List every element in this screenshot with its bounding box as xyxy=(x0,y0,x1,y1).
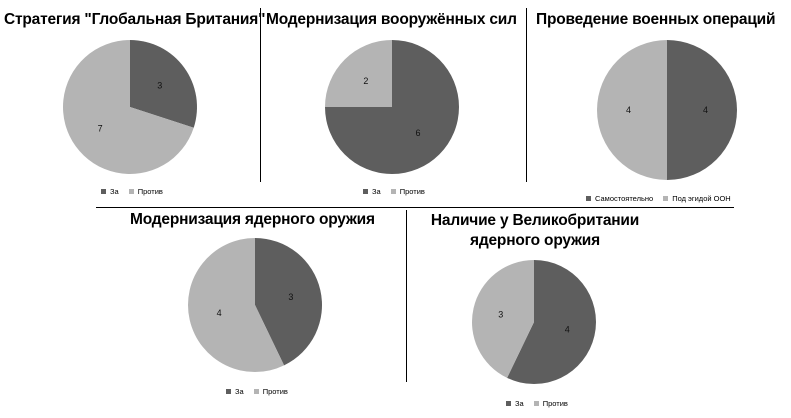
legend-label: Против xyxy=(262,387,288,396)
legend-item: Самостоятельно xyxy=(586,194,653,203)
pie-data-label: 7 xyxy=(98,124,103,134)
pie-data-label: 4 xyxy=(217,308,222,318)
pie-chart: 43 xyxy=(472,260,596,384)
pie-slice-second xyxy=(325,40,392,107)
chart-title: Наличие у Великобритании ядерного оружия xyxy=(420,211,650,251)
pie-data-label: 3 xyxy=(288,292,293,302)
legend-swatch-light xyxy=(533,401,539,406)
legend-label: За xyxy=(515,399,524,408)
legend-swatch-light xyxy=(663,196,669,201)
legend: За Против xyxy=(101,187,163,196)
legend-swatch-light xyxy=(253,389,259,394)
legend-item: Против xyxy=(390,187,425,196)
divider-vertical-2 xyxy=(526,8,527,182)
legend-label: Самостоятельно xyxy=(595,194,654,203)
pie-slice-second xyxy=(472,260,534,378)
pie-chart: 44 xyxy=(597,40,737,180)
chart-title-line: ядерного оружия xyxy=(470,232,600,249)
legend-label: За xyxy=(235,387,244,396)
pie-slice-first xyxy=(130,40,197,128)
pie-slice-first xyxy=(255,238,322,366)
legend-item: Против xyxy=(128,187,163,196)
pie-chart: 34 xyxy=(187,238,322,372)
legend-label: Против xyxy=(399,187,425,196)
legend-swatch-dark xyxy=(586,196,591,201)
legend-item: Под эгидой ООН xyxy=(663,194,731,203)
legend-label: Против xyxy=(137,187,163,196)
pie-data-label: 4 xyxy=(565,325,570,335)
legend-item: Против xyxy=(533,399,568,408)
divider-horizontal xyxy=(96,207,734,208)
chart-title: Стратегия "Глобальная Британия" xyxy=(4,11,266,28)
pie-chart: 37 xyxy=(62,40,197,174)
legend-label: За xyxy=(110,187,119,196)
legend-label: За xyxy=(372,187,381,196)
legend: За Против xyxy=(506,399,568,408)
chart-title: Модернизация ядерного оружия xyxy=(130,211,375,228)
legend-item: Против xyxy=(253,387,288,396)
pie-data-label: 3 xyxy=(157,80,162,90)
pie-data-label: 2 xyxy=(363,76,368,86)
legend: Самостоятельно Под эгидой ООН xyxy=(586,194,731,203)
legend-swatch-light xyxy=(128,189,134,194)
chart-title: Проведение военных операций xyxy=(536,11,776,28)
legend-item: За xyxy=(363,187,381,196)
divider-vertical-3 xyxy=(406,210,407,382)
pie-slice-second xyxy=(187,238,285,372)
divider-vertical-1 xyxy=(260,8,261,182)
legend-label: Против xyxy=(542,399,568,408)
pie-data-label: 4 xyxy=(703,105,708,115)
legend: За Против xyxy=(363,187,425,196)
chart-title: Модернизация вооружённых сил xyxy=(266,11,517,28)
legend-swatch-dark xyxy=(506,401,511,406)
pie-data-label: 3 xyxy=(498,309,503,319)
pie-data-label: 4 xyxy=(626,105,631,115)
pie-slice-second xyxy=(62,40,194,174)
pie-slice-second xyxy=(597,40,667,180)
pie-slice-first xyxy=(667,40,737,180)
pie-slice-first xyxy=(507,260,596,384)
chart-title-line: Наличие у Великобритании xyxy=(430,212,640,229)
legend-item: За xyxy=(226,387,244,396)
legend-item: За xyxy=(101,187,119,196)
pie-data-label: 6 xyxy=(416,128,421,138)
legend-label: Под эгидой ООН xyxy=(672,194,731,203)
legend: За Против xyxy=(226,387,288,396)
pie-chart: 62 xyxy=(325,40,459,174)
legend-swatch-dark xyxy=(363,189,368,194)
legend-item: За xyxy=(506,399,524,408)
legend-swatch-dark xyxy=(226,389,231,394)
legend-swatch-light xyxy=(390,189,396,194)
legend-swatch-dark xyxy=(101,189,106,194)
